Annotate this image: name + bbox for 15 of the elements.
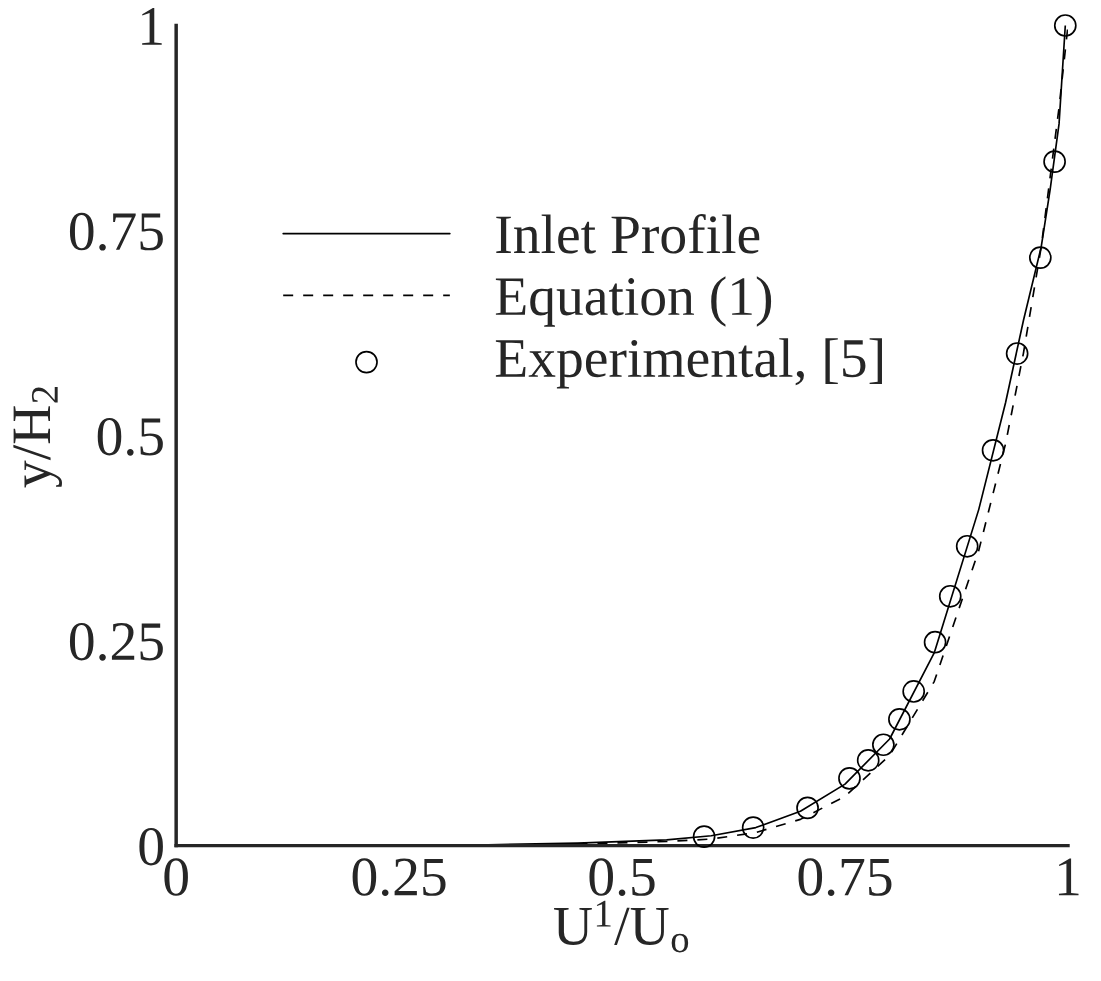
y-tick-label: 1 [142, 8, 162, 45]
x-tick-label: 0.5 [589, 858, 655, 897]
y-tick-label: 0.25 [69, 622, 163, 661]
y-tick-label: 0.75 [69, 212, 163, 251]
legend-label: Experimental, [5] [495, 338, 882, 389]
y-axis-title: y/H$_{2}$ [13, 386, 62, 488]
x-tick-label: 0.25 [352, 858, 446, 897]
x-axis-title: U$^{1}$/U$_{o}$ [554, 900, 689, 953]
legend-label: Inlet Profile [496, 213, 760, 254]
y-tick-label: 0.5 [97, 417, 163, 456]
x-tick-label: 0 [164, 858, 188, 896]
x-tick-label: 0.75 [798, 858, 892, 897]
legend-label: Equation (1) [495, 276, 772, 327]
x-tick-label: 1 [1058, 858, 1079, 896]
y-tick-label: 0 [139, 827, 163, 866]
